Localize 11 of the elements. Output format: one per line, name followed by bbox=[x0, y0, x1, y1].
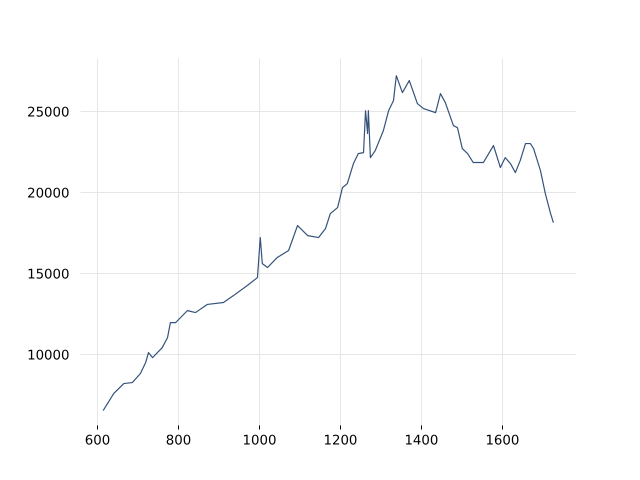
y-tick-label: 10000 bbox=[27, 348, 70, 364]
x-tick-label: 1000 bbox=[242, 434, 276, 448]
line-series bbox=[102, 75, 554, 412]
y-tick-label: 15000 bbox=[27, 268, 70, 283]
x-tick-label: 1400 bbox=[404, 434, 438, 448]
x-tick-label: 1200 bbox=[323, 434, 358, 448]
x-tick-label: 800 bbox=[166, 434, 192, 448]
y-tick-label: 20000 bbox=[27, 186, 70, 202]
x-tick-label: 1600 bbox=[485, 434, 520, 448]
y-tick-label: 25000 bbox=[27, 105, 70, 120]
x-tick-label: 600 bbox=[84, 434, 110, 448]
